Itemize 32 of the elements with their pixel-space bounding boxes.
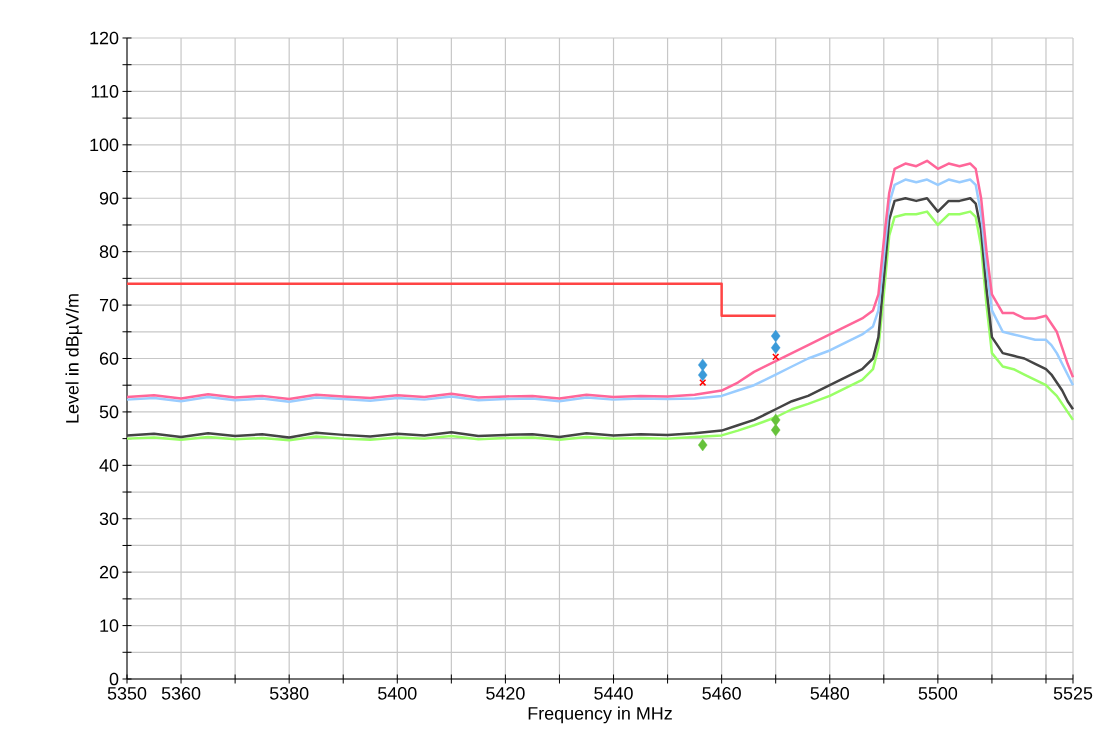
x-tick-label: 5525 [1053, 687, 1093, 700]
x-tick-label: 5440 [594, 687, 633, 700]
x-tick-label: 5380 [269, 687, 309, 700]
point [698, 358, 708, 372]
x-tick-label: 5460 [702, 687, 741, 700]
point [771, 423, 781, 437]
point [771, 329, 781, 343]
x-tick-label: 5420 [486, 687, 525, 700]
y-tick-label: 80 [99, 245, 119, 259]
x-tick-label: 5500 [918, 687, 958, 700]
x-axis-title: Frequency in MHz [528, 706, 672, 724]
y-tick-label: 20 [99, 565, 119, 579]
y-tick-label: 30 [99, 512, 119, 526]
x-tick-label: 5360 [161, 687, 201, 700]
y-tick-label: 0 [109, 672, 119, 686]
point [698, 438, 708, 452]
point [771, 413, 781, 427]
y-tick-label: 10 [100, 619, 119, 632]
y-tick-label: 110 [91, 85, 119, 98]
y-tick-label: 120 [90, 31, 119, 45]
y-tick-label: 40 [99, 458, 119, 472]
x-tick-label: 5480 [810, 687, 849, 700]
point [771, 341, 781, 354]
y-axis-title: Level in dBµV/m [65, 294, 83, 423]
x-tick-label: 5400 [378, 687, 417, 700]
y-tick-label: 60 [99, 352, 119, 365]
y-tick-label: 50 [99, 405, 119, 419]
y-tick-label: 100 [90, 138, 119, 152]
x-tick-label: 5350 [107, 687, 147, 700]
point [698, 368, 708, 382]
y-tick-label: 90 [99, 191, 119, 205]
y-tick-label: 70 [99, 298, 119, 312]
